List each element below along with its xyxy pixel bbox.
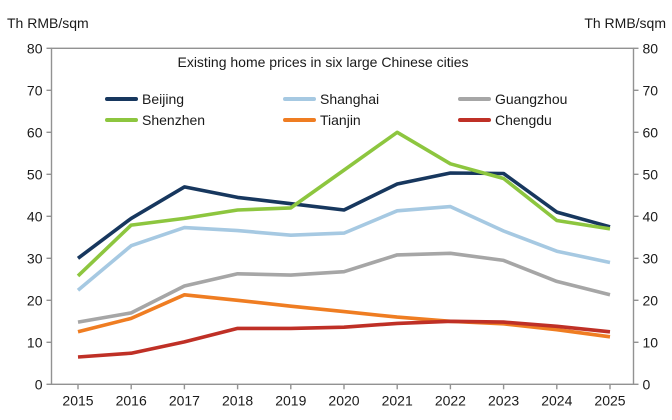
x-tick-label: 2025	[594, 392, 625, 408]
left-axis-unit-label: Th RMB/sqm	[7, 15, 89, 31]
y-tick-label-right: 0	[643, 376, 651, 392]
y-tick-label-right: 20	[643, 292, 659, 308]
plot-frame	[50, 47, 635, 385]
x-tick-label: 2016	[116, 392, 147, 408]
y-tick-label-right: 60	[643, 124, 659, 140]
x-tick-label: 2023	[488, 392, 519, 408]
x-tick-label: 2021	[382, 392, 413, 408]
x-tick-label: 2015	[62, 392, 93, 408]
y-tick-label-right: 70	[643, 82, 659, 98]
right-axis-unit-label: Th RMB/sqm	[584, 15, 666, 31]
x-tick-label: 2019	[275, 392, 306, 408]
y-tick-label-left: 50	[27, 166, 43, 182]
y-tick-label-right: 50	[643, 166, 659, 182]
y-tick-label-left: 10	[27, 334, 43, 350]
y-tick-label-left: 40	[27, 208, 43, 224]
x-tick-label: 2022	[435, 392, 466, 408]
x-tick-label: 2024	[541, 392, 572, 408]
x-tick-label: 2017	[169, 392, 200, 408]
y-tick-label-left: 30	[27, 250, 43, 266]
y-tick-label-left: 80	[27, 40, 43, 56]
series-line-chengdu	[77, 319, 611, 359]
x-tick-label: 2018	[222, 392, 253, 408]
y-tick-label-right: 10	[643, 334, 659, 350]
y-tick-label-right: 30	[643, 250, 659, 266]
y-tick-label-left: 70	[27, 82, 43, 98]
y-tick-label-right: 40	[643, 208, 659, 224]
series-line-beijing	[76, 171, 611, 260]
x-tick-label: 2020	[328, 392, 359, 408]
series-line-tianjin	[77, 292, 611, 339]
series-line-shenzhen	[76, 130, 611, 278]
series-line-guangzhou	[77, 251, 611, 324]
y-tick-label-left: 60	[27, 124, 43, 140]
y-tick-label-left: 0	[35, 376, 43, 392]
series-line-shanghai	[76, 204, 611, 292]
chart-title: Existing home prices in six large Chines…	[177, 54, 469, 70]
y-tick-label-right: 80	[643, 40, 659, 56]
y-tick-label-left: 20	[27, 292, 43, 308]
